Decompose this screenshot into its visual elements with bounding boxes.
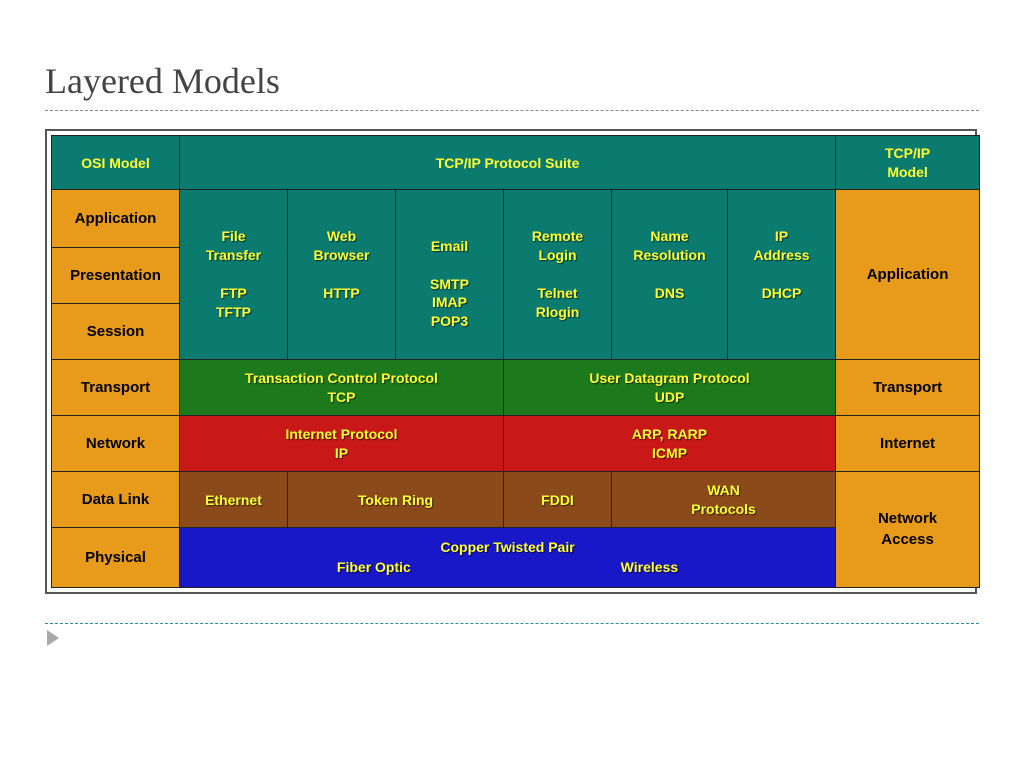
svc-proto: DHCP <box>730 284 833 303</box>
svc-title: Email <box>398 237 501 256</box>
header-tcpip-model: TCP/IP Model <box>836 136 980 190</box>
datalink-fddi: FDDI <box>504 472 612 528</box>
tcpip-internet: Internet <box>836 416 980 472</box>
svc-proto: POP3 <box>398 312 501 331</box>
osi-application: Application <box>52 190 180 248</box>
transport-tcp: Transaction Control Protocol TCP <box>180 360 504 416</box>
svc-web-browser: Web Browser HTTP <box>288 190 396 360</box>
proto-label: ARP, RARP <box>506 425 833 444</box>
svc-title: Remote <box>506 227 609 246</box>
proto-label: TCP <box>182 388 501 407</box>
proto-label: ICMP <box>506 444 833 463</box>
svc-title: Name <box>614 227 725 246</box>
osi-physical: Physical <box>52 528 180 588</box>
header-tcpip-l2: Model <box>838 163 977 182</box>
svc-name-resolution: Name Resolution DNS <box>612 190 728 360</box>
proto-label: WAN <box>614 481 833 500</box>
layer-label: Access <box>838 530 977 550</box>
proto-label: Protocols <box>614 500 833 519</box>
svc-title: Web <box>290 227 393 246</box>
svc-proto: Rlogin <box>506 303 609 322</box>
osi-network: Network <box>52 416 180 472</box>
osi-datalink: Data Link <box>52 472 180 528</box>
next-arrow-icon <box>47 630 59 646</box>
layered-models-diagram: OSI Model TCP/IP Protocol Suite TCP/IP M… <box>45 129 977 594</box>
svc-title: Transfer <box>182 246 285 265</box>
divider-bottom <box>45 623 979 624</box>
svc-title: File <box>182 227 285 246</box>
diagram-table: OSI Model TCP/IP Protocol Suite TCP/IP M… <box>51 135 980 588</box>
svc-proto: TFTP <box>182 303 285 322</box>
proto-label: IP <box>182 444 501 463</box>
svc-proto: IMAP <box>398 293 501 312</box>
svc-title: Login <box>506 246 609 265</box>
datalink-tokenring: Token Ring <box>288 472 504 528</box>
datalink-wan: WAN Protocols <box>612 472 836 528</box>
osi-transport: Transport <box>52 360 180 416</box>
tcpip-network-access: Network Access <box>836 472 980 588</box>
svc-title: IP <box>730 227 833 246</box>
svc-proto: SMTP <box>398 275 501 294</box>
svc-title: Resolution <box>614 246 725 265</box>
proto-label: User Datagram Protocol <box>506 369 833 388</box>
network-ip: Internet Protocol IP <box>180 416 504 472</box>
layer-label: Network <box>838 509 977 529</box>
media-top: Copper Twisted Pair <box>182 538 833 558</box>
svc-proto: DNS <box>614 284 725 303</box>
header-osi-model: OSI Model <box>52 136 180 190</box>
svc-proto: Telnet <box>506 284 609 303</box>
svc-email: Email SMTP IMAP POP3 <box>396 190 504 360</box>
media-left: Fiber Optic <box>337 558 411 578</box>
svc-proto: FTP <box>182 284 285 303</box>
header-tcpip-suite: TCP/IP Protocol Suite <box>180 136 836 190</box>
svc-remote-login: Remote Login Telnet Rlogin <box>504 190 612 360</box>
osi-session: Session <box>52 304 180 360</box>
proto-label: UDP <box>506 388 833 407</box>
osi-presentation: Presentation <box>52 248 180 304</box>
svc-file-transfer: File Transfer FTP TFTP <box>180 190 288 360</box>
proto-label: Internet Protocol <box>182 425 501 444</box>
network-arp-icmp: ARP, RARP ICMP <box>504 416 836 472</box>
transport-udp: User Datagram Protocol UDP <box>504 360 836 416</box>
proto-label: Transaction Control Protocol <box>182 369 501 388</box>
media-right: Wireless <box>621 558 678 578</box>
svc-title: Address <box>730 246 833 265</box>
svc-ip-address: IP Address DHCP <box>728 190 836 360</box>
tcpip-application: Application <box>836 190 980 360</box>
slide-title: Layered Models <box>45 60 979 102</box>
tcpip-transport: Transport <box>836 360 980 416</box>
svc-proto: HTTP <box>290 284 393 303</box>
header-tcpip-l1: TCP/IP <box>838 144 977 163</box>
svc-title: Browser <box>290 246 393 265</box>
physical-media: Copper Twisted Pair Fiber Optic Wireless <box>180 528 836 588</box>
divider-top <box>45 110 979 111</box>
datalink-ethernet: Ethernet <box>180 472 288 528</box>
